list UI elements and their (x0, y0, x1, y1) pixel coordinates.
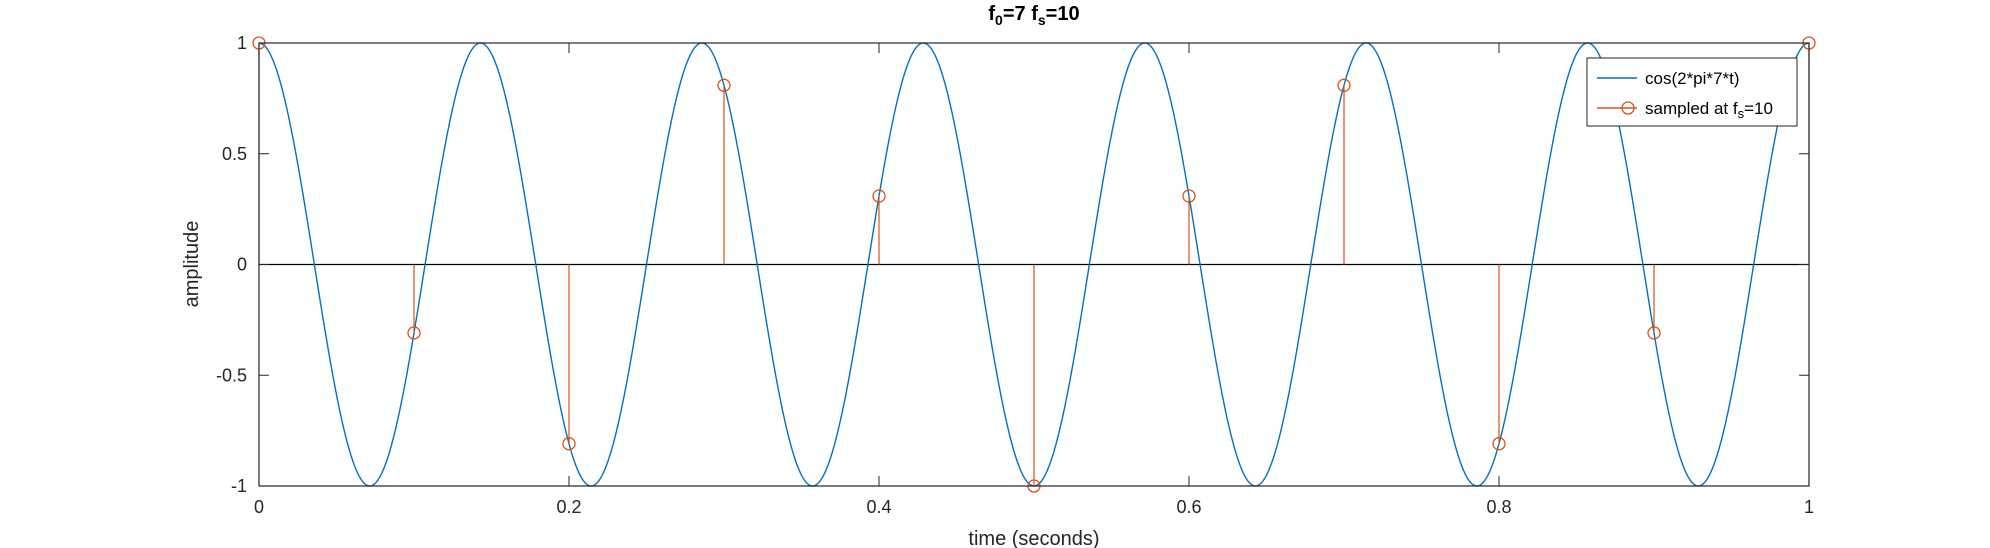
stem-marker (562, 437, 576, 451)
stem-marker (1182, 189, 1196, 203)
x-tick-label: 1 (1804, 497, 1814, 517)
y-axis-label: amplitude (181, 221, 203, 308)
x-tick-label: 0 (254, 497, 264, 517)
legend-label-sampled: sampled at fs=10 (1645, 99, 1773, 121)
legend-box (1586, 57, 1798, 127)
legend-marker-sampled (1621, 101, 1635, 115)
chart-title: f0=7 fs=10 (988, 3, 1079, 28)
y-tick-label: -0.5 (216, 365, 247, 385)
y-tick-label: 0 (237, 255, 247, 275)
x-tick-label: 0.2 (556, 497, 581, 517)
x-tick-label: 0.6 (1176, 497, 1201, 517)
x-axis-label: time (seconds) (968, 528, 1099, 548)
legend-label-cosine: cos(2*pi*7*t) (1645, 69, 1740, 88)
y-tick-label: 0.5 (222, 144, 247, 164)
stem-marker (1337, 78, 1351, 92)
stem-marker (717, 78, 731, 92)
stem-marker (407, 326, 421, 340)
stem-marker (872, 189, 886, 203)
legend: cos(2*pi*7*t) sampled at fs=10 (1586, 57, 1798, 127)
y-tick-label: 1 (237, 33, 247, 53)
y-tick-label: -1 (231, 476, 247, 496)
stem-marker (1492, 437, 1506, 451)
x-tick-label: 0.8 (1486, 497, 1511, 517)
stem-marker (1647, 326, 1661, 340)
x-tick-label: 0.4 (866, 497, 891, 517)
